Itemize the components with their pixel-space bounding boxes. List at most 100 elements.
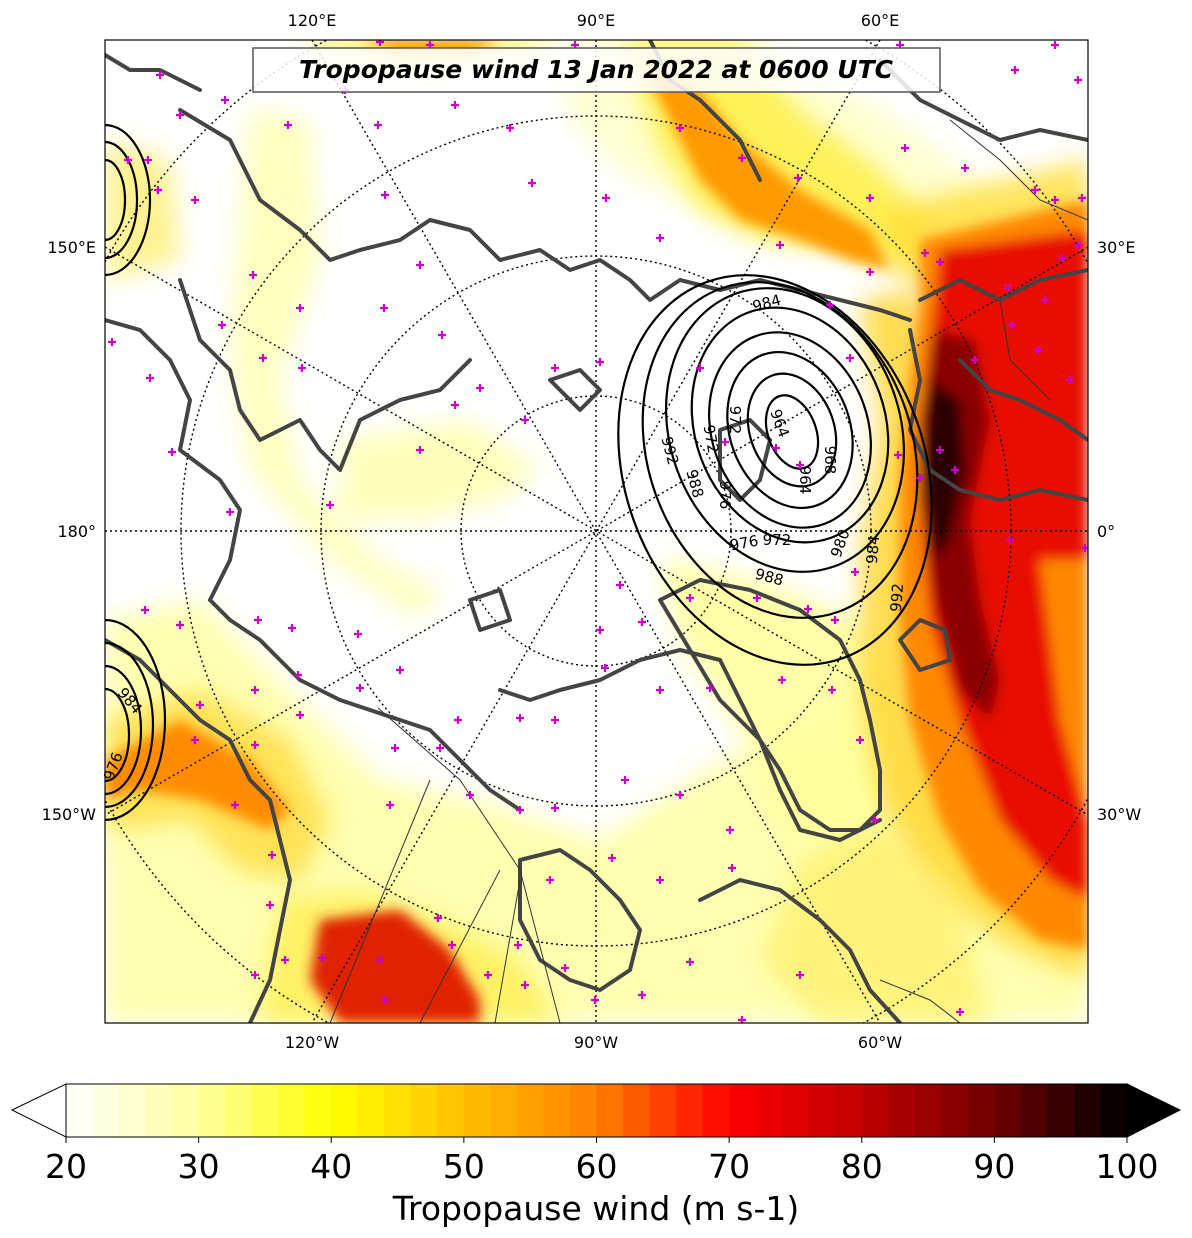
station-marker	[281, 956, 289, 964]
station-marker	[851, 568, 859, 576]
station-marker	[696, 364, 704, 372]
contour-968-east	[746, 372, 838, 488]
colorbar-cell	[702, 1084, 730, 1137]
colorbar-cell	[1073, 1084, 1102, 1137]
colorbar-cell	[66, 1084, 94, 1137]
colorbar-cell	[649, 1084, 677, 1137]
coastline-chukotka	[105, 318, 242, 602]
lon-label-right: 30°E	[1097, 238, 1135, 257]
station-marker	[259, 354, 267, 362]
station-marker	[176, 621, 184, 629]
map-panel: 984 972 964 968 964 980 972 976 992 988 …	[42, 11, 1142, 1052]
colorbar-extend-low	[10, 1083, 67, 1138]
colorbar-cell	[914, 1084, 942, 1137]
station-marker	[266, 901, 274, 909]
station-marker	[1008, 321, 1016, 329]
jet-red-south	[310, 910, 480, 1023]
meridian-120e-60w	[311, 40, 881, 1023]
colorbar-extend-high	[1126, 1083, 1182, 1138]
contour-left-2	[105, 641, 155, 809]
station-marker	[168, 448, 176, 456]
wind-band-yellow-se	[760, 820, 990, 1023]
colorbar-cell	[994, 1084, 1022, 1137]
station-marker	[251, 741, 259, 749]
station-marker	[831, 616, 839, 624]
station-marker	[591, 996, 599, 1004]
coastline-alaska	[208, 598, 522, 812]
station-marker	[1066, 376, 1074, 384]
colorbar-cell	[463, 1084, 492, 1137]
colorbar-tick-label: 60	[576, 1147, 618, 1186]
colorbar-tick-label: 90	[973, 1147, 1015, 1186]
station-marker	[506, 124, 514, 132]
station-marker	[778, 676, 786, 684]
lon-label-left: 150°W	[42, 805, 97, 824]
station-marker	[921, 249, 929, 257]
colorbar-cell	[410, 1084, 438, 1137]
coastline-east-siberia	[178, 278, 472, 472]
station-marker	[1031, 186, 1039, 194]
station-marker	[546, 876, 554, 884]
station-marker	[249, 271, 257, 279]
station-marker	[141, 606, 149, 614]
station-marker	[721, 438, 729, 446]
station-marker	[728, 864, 736, 872]
station-marker	[416, 446, 424, 454]
station-marker	[191, 196, 199, 204]
station-marker	[231, 801, 239, 809]
station-marker	[1058, 254, 1066, 262]
colorbar-cell	[92, 1084, 120, 1137]
colorbar-cell	[251, 1084, 279, 1137]
station-marker	[176, 111, 184, 119]
station-marker	[298, 364, 306, 372]
station-marker	[656, 876, 664, 884]
station-marker	[936, 258, 944, 266]
station-marker	[1008, 1024, 1016, 1032]
coastline-labrador	[698, 878, 902, 1023]
station-marker	[776, 241, 784, 249]
map-title: Tropopause wind 13 Jan 2022 at 0600 UTC	[299, 55, 894, 84]
coastline-svalbard	[718, 418, 772, 502]
station-marker	[438, 331, 446, 339]
station-marker	[251, 686, 259, 694]
station-marker	[254, 616, 262, 624]
station-marker	[391, 744, 399, 752]
station-marker	[901, 144, 909, 152]
station-marker	[826, 301, 834, 309]
coastline-europe	[958, 358, 1088, 442]
station-marker	[416, 261, 424, 269]
colorbar-tick-label: 70	[708, 1147, 750, 1186]
station-marker	[476, 384, 484, 392]
colorbar-cell	[729, 1084, 757, 1137]
station-marker	[386, 801, 394, 809]
border-russia	[949, 119, 1088, 401]
station-marker	[726, 826, 734, 834]
station-marker	[596, 358, 604, 366]
station-marker	[218, 321, 226, 329]
colorbar-cell	[437, 1084, 465, 1137]
station-marker	[296, 304, 304, 312]
meridian-60e-120w	[311, 40, 881, 1023]
station-marker	[1006, 536, 1014, 544]
contour-988-east	[641, 281, 919, 619]
station-marker	[528, 179, 536, 187]
station-marker	[551, 364, 559, 372]
colorbar-cell	[1020, 1084, 1049, 1137]
station-marker	[894, 451, 902, 459]
border-canada-us	[879, 979, 961, 1023]
colorbar-cell	[1100, 1084, 1128, 1137]
station-marker	[374, 121, 382, 129]
station-marker	[466, 791, 474, 799]
contour-964-east	[764, 394, 820, 470]
colorbar-cell	[967, 1084, 995, 1137]
colorbar-cell	[225, 1084, 253, 1137]
station-marker	[1051, 41, 1059, 49]
coastlines	[105, 40, 1088, 1023]
station-marker	[1034, 346, 1042, 354]
colorbar-cell	[596, 1084, 624, 1137]
colorbar-tick-label: 40	[310, 1147, 352, 1186]
station-marker	[772, 444, 780, 452]
station-marker	[828, 686, 836, 694]
station-marker	[454, 716, 462, 724]
